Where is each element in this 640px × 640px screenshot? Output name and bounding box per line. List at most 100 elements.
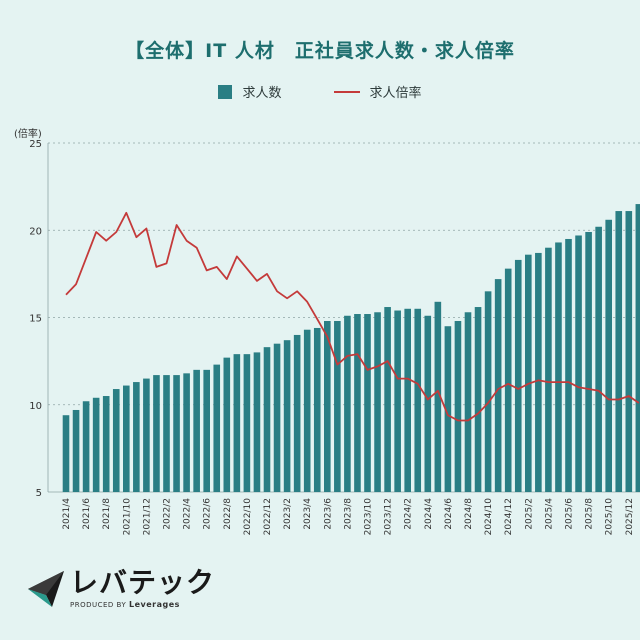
bar: [273, 343, 281, 492]
y-tick-label: 15: [29, 314, 42, 325]
bar: [233, 354, 241, 492]
bar: [384, 307, 391, 492]
x-tick-label: 2025/2: [524, 498, 534, 530]
y-axis-unit-label: (倍率): [14, 129, 42, 140]
bar: [494, 279, 502, 492]
bar: [525, 254, 532, 492]
bar: [92, 397, 100, 492]
bar: [62, 415, 70, 492]
bar: [263, 347, 271, 492]
x-tick-label: 2021/10: [122, 498, 132, 536]
chart-legend: 求人数 求人倍率: [0, 82, 640, 101]
bar: [585, 231, 592, 492]
bar: [504, 268, 512, 492]
logo-produced-by-brand: Leverages: [128, 600, 180, 609]
x-tick-label: 2025/8: [585, 498, 595, 530]
bar: [303, 329, 311, 492]
bar: [133, 382, 140, 492]
bar: [364, 314, 371, 492]
bar: [283, 340, 291, 492]
logo-produced-by: PRODUCED BY Leverages: [70, 600, 215, 609]
x-tick-label: 2022/6: [203, 498, 213, 530]
x-tick-label: 2023/2: [283, 498, 293, 530]
bar: [173, 375, 180, 492]
bar: [595, 226, 602, 492]
x-tick-label: 2024/6: [444, 498, 454, 530]
x-tick-label: 2023/4: [303, 498, 313, 530]
bar: [354, 314, 361, 492]
x-tick-label: 2024/8: [464, 498, 474, 530]
x-tick-label: 2024/10: [484, 498, 494, 536]
x-tick-label: 2021/12: [142, 498, 152, 535]
bar: [605, 219, 612, 492]
bar: [293, 334, 301, 492]
chart-title: 【全体】IT 人材 正社員求人数・求人倍率: [125, 40, 515, 62]
x-tick-label: 2021/8: [102, 498, 112, 530]
bar: [474, 307, 482, 492]
logo-produced-by-prefix: PRODUCED BY: [70, 601, 127, 609]
x-tick-label: 2022/8: [223, 498, 233, 530]
y-tick-label: 25: [29, 139, 42, 150]
legend-item-bars: 求人数: [218, 82, 282, 101]
bar: [575, 235, 582, 493]
levtech-logo: レバテック PRODUCED BY Leverages: [26, 568, 215, 609]
x-tick-label: 2023/10: [364, 498, 374, 536]
y-tick-label: 5: [36, 488, 42, 499]
bar: [324, 320, 331, 492]
legend-bar-swatch: [218, 84, 233, 99]
bar: [253, 352, 261, 492]
bar: [514, 259, 522, 492]
bar: [484, 291, 492, 492]
bar: [394, 310, 401, 492]
bar: [444, 326, 452, 492]
bar: [203, 369, 210, 492]
bar: [112, 389, 120, 492]
bar: [374, 312, 381, 492]
x-tick-label: 2025/10: [605, 498, 615, 536]
x-tick-label: 2025/12: [625, 498, 635, 535]
x-tick-label: 2023/12: [384, 498, 394, 535]
x-tick-label: 2022/2: [163, 498, 173, 530]
ratio-line: [65, 211, 640, 422]
bar: [82, 401, 90, 492]
x-tick-label: 2024/4: [424, 498, 434, 530]
x-tick-label: 2021/6: [82, 498, 92, 530]
bar: [454, 320, 462, 492]
bar: [334, 320, 341, 492]
logo-mark-icon: [28, 570, 64, 607]
bar: [153, 375, 160, 492]
bar: [404, 308, 411, 492]
x-tick-label: 2025/4: [544, 498, 554, 530]
x-tick-label: 2022/12: [263, 498, 273, 535]
bar: [102, 396, 110, 492]
x-tick-label: 2023/8: [343, 498, 353, 530]
bar: [414, 308, 422, 492]
bar: [313, 327, 321, 492]
x-tick-label: 2023/6: [323, 498, 333, 530]
legend-line-label: 求人倍率: [369, 86, 422, 101]
bar: [545, 247, 552, 492]
legend-line-swatch: [333, 90, 360, 93]
x-tick-label: 2022/10: [243, 498, 253, 536]
bar: [615, 211, 623, 492]
x-tick-label: 2024/2: [404, 498, 414, 530]
bar: [434, 301, 442, 492]
bar: [223, 357, 231, 492]
bar: [625, 211, 633, 492]
bar: [555, 242, 562, 492]
legend-item-line: 求人倍率: [333, 82, 422, 101]
bar: [344, 315, 351, 492]
bar: [464, 312, 472, 492]
bar: [424, 315, 432, 492]
x-tick-label: 2025/6: [565, 498, 575, 530]
bar: [243, 354, 251, 492]
y-tick-label: 10: [29, 401, 42, 412]
y-tick-label: 20: [29, 226, 42, 237]
legend-bar-label: 求人数: [242, 86, 282, 101]
x-tick-label: 2022/4: [183, 498, 193, 530]
bar: [123, 385, 130, 492]
bar: [213, 364, 221, 492]
x-tick-label: 2024/12: [504, 498, 514, 535]
bar: [565, 238, 572, 492]
